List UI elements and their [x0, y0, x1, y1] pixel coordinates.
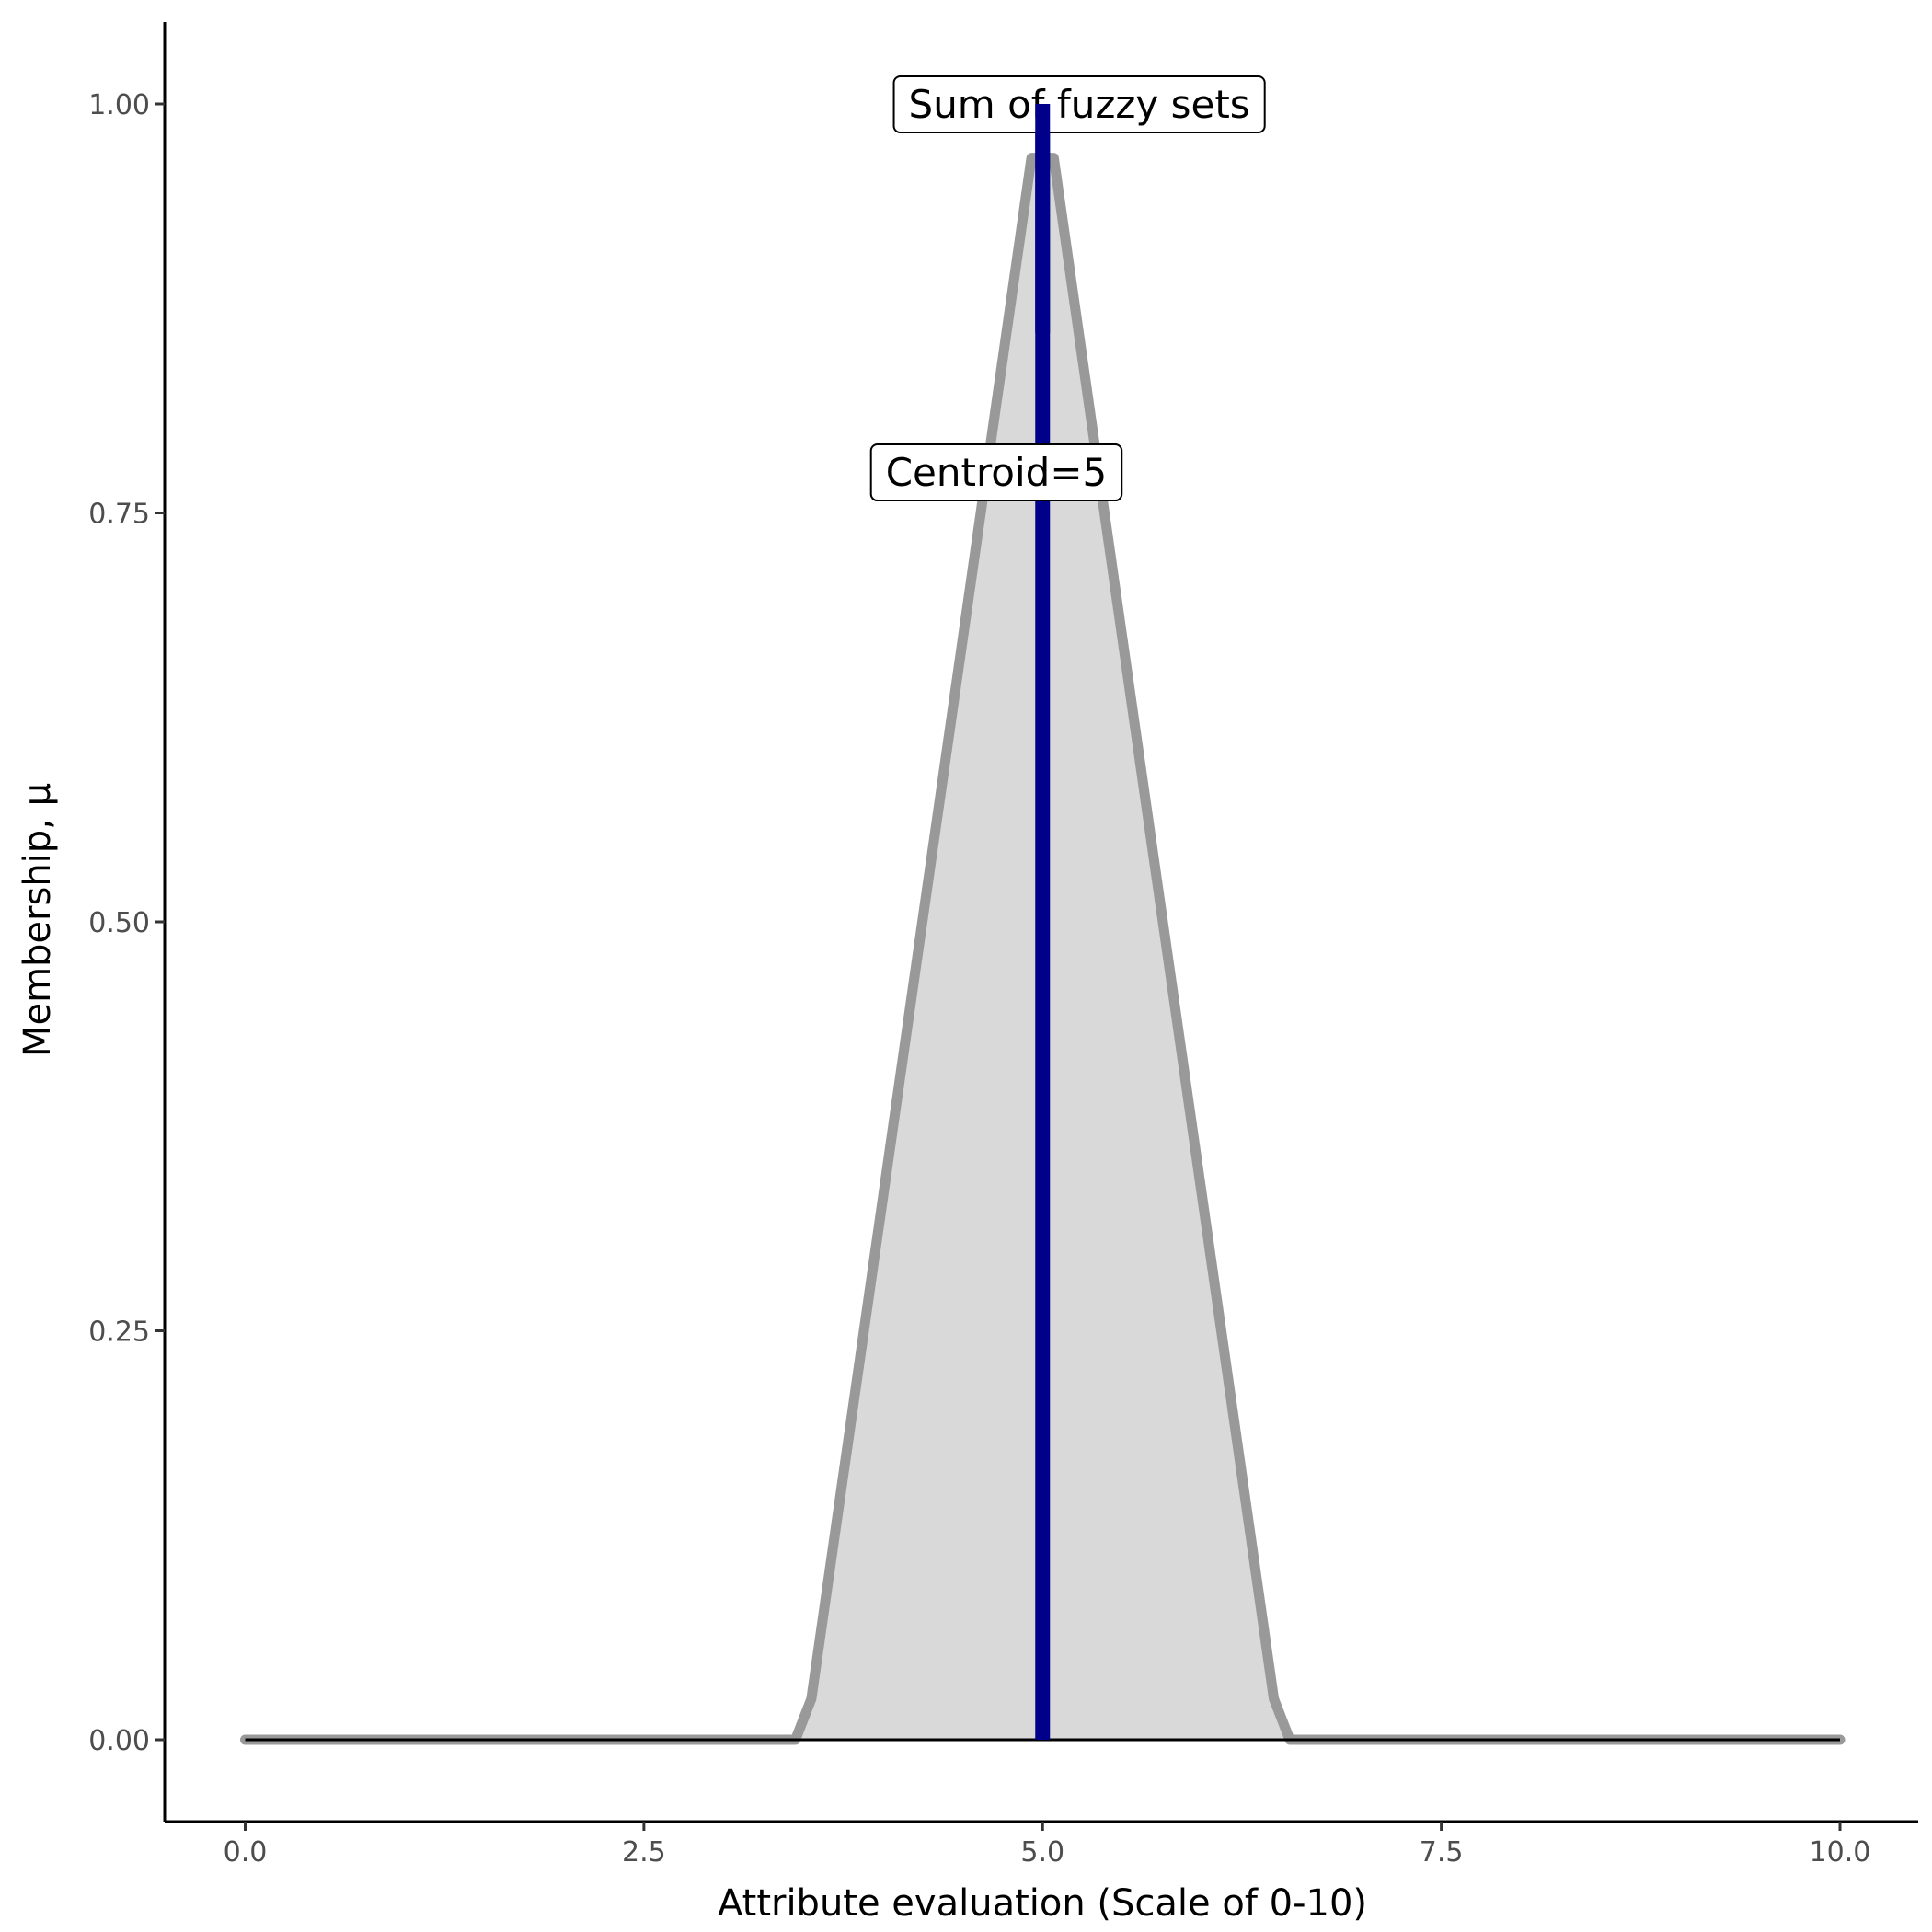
x-tick-label: 10.0 [1810, 1836, 1871, 1869]
y-tick-label: 0.25 [88, 1317, 150, 1349]
annotation-label: Centroid=5 [869, 443, 1123, 502]
annotation-box [869, 443, 1123, 502]
x-axis-title: Attribute evaluation (Scale of 0-10) [718, 1882, 1367, 1925]
annotation-text: Sum of fuzzy sets [909, 82, 1250, 127]
annotation-text: Centroid=5 [886, 450, 1108, 495]
y-axis-title: Membership, μ [17, 783, 59, 1057]
x-tick-label: 7.5 [1420, 1836, 1464, 1869]
annotation-label: Sum of fuzzy sets [892, 75, 1266, 133]
axes: 0.0 2.5 5.0 7.5 10.0 0.00 0.25 0.50 0.75 1.00 [88, 22, 1918, 1869]
y-tick-label: 0.50 [88, 907, 150, 939]
y-tick-label: 0.75 [88, 499, 150, 531]
x-tick-label: 5.0 [1020, 1836, 1064, 1869]
x-tick-label: 0.0 [224, 1836, 268, 1869]
plot-area: Sum of fuzzy sets Centroid=5 [240, 75, 1846, 1745]
y-tick-label: 0.00 [88, 1725, 150, 1757]
y-tick-label: 1.00 [88, 89, 150, 121]
x-tick-label: 2.5 [622, 1836, 666, 1869]
annotation-box [892, 75, 1266, 133]
